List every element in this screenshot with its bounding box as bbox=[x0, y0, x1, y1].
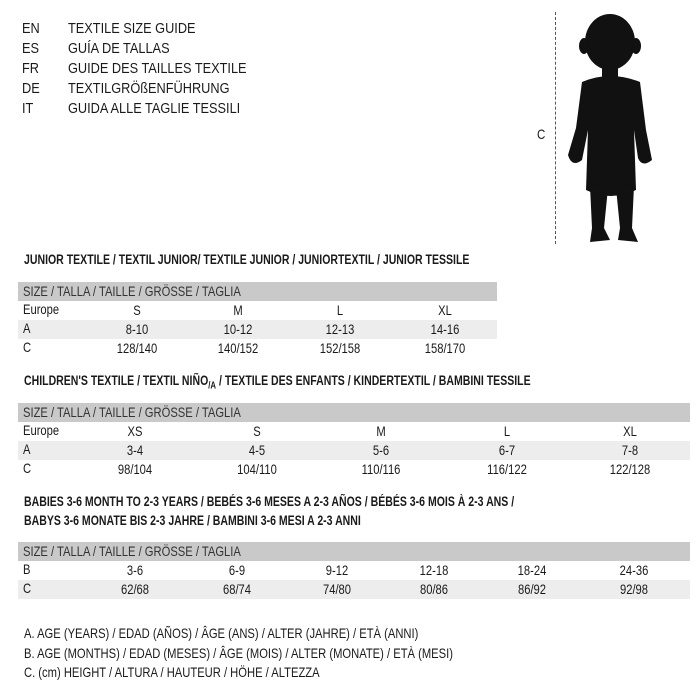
header-label: SIZE / TALLA / TAILLE / GRÖSSE / TAGLIA bbox=[23, 543, 241, 559]
table-row: C 128/140 140/152 152/158 158/170 bbox=[18, 339, 497, 358]
table-cell: XL bbox=[438, 302, 452, 318]
table-row: Europe S M L XL bbox=[18, 301, 497, 320]
babies-title-line2: BABYS 3-6 MONATE BIS 2-3 JAHRE / BAMBINI… bbox=[24, 513, 361, 528]
table-row: C 98/104 104/110 110/116 116/122 122/128 bbox=[18, 460, 690, 479]
table-cell: 18-24 bbox=[517, 562, 547, 578]
table-cell: 92/98 bbox=[619, 581, 649, 597]
table-cell: 6-7 bbox=[498, 442, 516, 458]
table-cell: 152/158 bbox=[319, 340, 361, 356]
children-size-table: SIZE / TALLA / TAILLE / GRÖSSE / TAGLIA E… bbox=[18, 403, 690, 479]
height-measure-label: C bbox=[537, 126, 546, 142]
language-title: GUIDE DES TAILLES TEXTILE bbox=[68, 60, 247, 77]
table-cell: 4-5 bbox=[248, 442, 266, 458]
table-cell: 10-12 bbox=[223, 321, 253, 337]
legend-b: B. AGE (MONTHS) / EDAD (MESES) / ÂGE (MO… bbox=[24, 645, 453, 661]
table-cell: 14-16 bbox=[430, 321, 460, 337]
table-cell: 128/140 bbox=[116, 340, 158, 356]
table-cell: L bbox=[336, 302, 344, 318]
legend-a: A. AGE (YEARS) / EDAD (AÑOS) / ÂGE (ANS)… bbox=[24, 625, 419, 641]
table-cell: 3-6 bbox=[126, 562, 144, 578]
table-cell: 9-12 bbox=[325, 562, 349, 578]
language-code: DE bbox=[22, 80, 40, 97]
table-cell: 104/110 bbox=[237, 461, 277, 477]
table-cell: 116/122 bbox=[487, 461, 527, 477]
table-cell: S bbox=[133, 302, 141, 318]
table-cell: 62/68 bbox=[120, 581, 150, 597]
table-row: A 8-10 10-12 12-13 14-16 bbox=[18, 320, 497, 339]
language-title: GUÍA DE TALLAS bbox=[68, 40, 170, 57]
row-label: B bbox=[23, 561, 31, 577]
row-label: A bbox=[23, 320, 31, 336]
table-cell: S bbox=[253, 423, 261, 439]
table-cell: XS bbox=[127, 423, 143, 439]
header-label: SIZE / TALLA / TAILLE / GRÖSSE / TAGLIA bbox=[23, 404, 241, 420]
language-title: TEXTILGRÖßENFÜHRUNG bbox=[68, 80, 230, 97]
table-cell: 158/170 bbox=[424, 340, 466, 356]
table-header: SIZE / TALLA / TAILLE / GRÖSSE / TAGLIA bbox=[18, 542, 690, 561]
table-row: A 3-4 4-5 5-6 6-7 7-8 bbox=[18, 441, 690, 460]
baby-silhouette-icon bbox=[568, 14, 652, 242]
table-cell: 12-18 bbox=[419, 562, 449, 578]
junior-size-table: SIZE / TALLA / TAILLE / GRÖSSE / TAGLIA E… bbox=[18, 282, 497, 358]
table-cell: 68/74 bbox=[222, 581, 252, 597]
table-cell: 7-8 bbox=[621, 442, 639, 458]
table-cell: XL bbox=[623, 423, 637, 439]
language-code: FR bbox=[22, 60, 39, 77]
table-cell: 24-36 bbox=[619, 562, 649, 578]
table-cell: 6-9 bbox=[228, 562, 246, 578]
language-title: GUIDA ALLE TAGLIE TESSILI bbox=[68, 100, 241, 117]
table-cell: 8-10 bbox=[125, 321, 149, 337]
table-header: SIZE / TALLA / TAILLE / GRÖSSE / TAGLIA bbox=[18, 403, 690, 422]
table-cell: 140/152 bbox=[217, 340, 259, 356]
table-header: SIZE / TALLA / TAILLE / GRÖSSE / TAGLIA bbox=[18, 282, 497, 301]
table-row: C 62/68 68/74 74/80 80/86 86/92 92/98 bbox=[18, 580, 690, 599]
row-label: A bbox=[23, 441, 31, 457]
table-cell: 86/92 bbox=[517, 581, 547, 597]
row-label: Europe bbox=[23, 301, 60, 317]
junior-title: JUNIOR TEXTILE / TEXTIL JUNIOR/ TEXTILE … bbox=[24, 252, 470, 267]
table-cell: 80/86 bbox=[419, 581, 449, 597]
table-cell: M bbox=[233, 302, 243, 318]
gender-suffix: /A bbox=[208, 380, 217, 392]
row-label: C bbox=[23, 460, 32, 476]
height-measure-line bbox=[555, 12, 556, 244]
legend-c: C. (cm) HEIGHT / ALTURA / HAUTEUR / HÖHE… bbox=[24, 664, 320, 680]
babies-title-line1: BABIES 3-6 MONTH TO 2-3 YEARS / BEBÉS 3-… bbox=[24, 494, 515, 509]
language-title: TEXTILE SIZE GUIDE bbox=[68, 20, 196, 37]
babies-size-table: SIZE / TALLA / TAILLE / GRÖSSE / TAGLIA B… bbox=[18, 542, 690, 599]
table-cell: 5-6 bbox=[372, 442, 390, 458]
row-label: C bbox=[23, 580, 32, 596]
table-cell: 110/116 bbox=[361, 461, 401, 477]
row-label: Europe bbox=[23, 422, 60, 438]
table-cell: M bbox=[376, 423, 386, 439]
language-code: ES bbox=[22, 40, 40, 57]
table-cell: 74/80 bbox=[322, 581, 352, 597]
table-cell: 122/128 bbox=[609, 461, 651, 477]
table-row: Europe XS S M L XL bbox=[18, 422, 690, 441]
header-label: SIZE / TALLA / TAILLE / GRÖSSE / TAGLIA bbox=[23, 283, 241, 299]
table-cell: 12-13 bbox=[325, 321, 355, 337]
language-code: EN bbox=[22, 20, 40, 37]
table-cell: 3-4 bbox=[126, 442, 144, 458]
row-label: C bbox=[23, 339, 32, 355]
children-title: CHILDREN'S TEXTILE / TEXTIL NIÑO/A / TEX… bbox=[24, 373, 531, 392]
table-cell: 98/104 bbox=[117, 461, 153, 477]
table-cell: L bbox=[503, 423, 511, 439]
language-code: IT bbox=[22, 100, 34, 117]
table-row: B 3-6 6-9 9-12 12-18 18-24 24-36 bbox=[18, 561, 690, 580]
